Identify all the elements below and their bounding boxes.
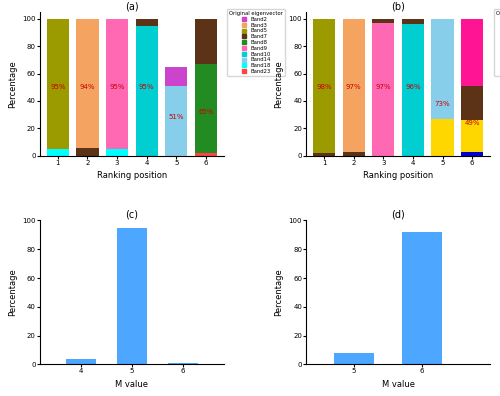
Bar — [461, 19, 483, 86]
Text: 95%: 95% — [139, 84, 154, 90]
X-axis label: Ranking position: Ranking position — [363, 171, 434, 181]
Title: (a): (a) — [125, 1, 138, 11]
Bar — [76, 19, 98, 148]
Bar — [116, 228, 147, 364]
Text: 97%: 97% — [376, 84, 391, 90]
Y-axis label: Percentage: Percentage — [8, 60, 17, 108]
Bar — [402, 19, 424, 24]
Bar — [106, 19, 128, 149]
Legend: Band2, Band3, Band5, Band7, Band8, Band9, Band10, Band14, Band18, Band23: Band2, Band3, Band5, Band7, Band8, Band9… — [228, 9, 286, 76]
Bar — [165, 67, 188, 86]
Bar — [313, 153, 335, 156]
Text: 73%: 73% — [435, 101, 450, 107]
Bar — [432, 19, 454, 119]
Y-axis label: Percentage: Percentage — [274, 60, 283, 108]
Legend: Band2, Band3, Band5, Band7, Band9, Band10, Band12, Band13, Band14, Band15: Band2, Band3, Band5, Band7, Band9, Band1… — [494, 9, 500, 76]
Bar — [313, 19, 335, 153]
Bar — [66, 358, 96, 364]
Text: 97%: 97% — [346, 84, 362, 90]
X-axis label: M value: M value — [382, 380, 414, 389]
Y-axis label: Percentage: Percentage — [8, 268, 17, 316]
Bar — [432, 119, 454, 156]
Bar — [195, 19, 217, 64]
Text: 65%: 65% — [198, 109, 214, 115]
Bar — [46, 149, 69, 156]
Bar — [46, 19, 69, 149]
Bar — [106, 149, 128, 156]
Bar — [342, 19, 365, 152]
Bar — [461, 152, 483, 156]
Text: 94%: 94% — [80, 84, 95, 90]
Y-axis label: Percentage: Percentage — [274, 268, 283, 316]
Title: (b): (b) — [391, 1, 405, 11]
Text: 95%: 95% — [50, 84, 66, 90]
X-axis label: M value: M value — [116, 380, 148, 389]
Bar — [372, 23, 394, 156]
Text: 51%: 51% — [168, 114, 184, 120]
Bar — [342, 152, 365, 156]
Bar — [136, 19, 158, 26]
Bar — [334, 353, 374, 364]
Bar — [402, 232, 442, 364]
Bar — [195, 64, 217, 153]
Bar — [195, 153, 217, 156]
Bar — [461, 120, 483, 152]
Bar — [461, 86, 483, 120]
Bar — [136, 26, 158, 156]
Title: (d): (d) — [392, 210, 405, 220]
Text: 95%: 95% — [110, 84, 125, 90]
Title: (c): (c) — [126, 210, 138, 220]
Text: 49%: 49% — [464, 120, 480, 126]
Bar — [372, 19, 394, 23]
Text: 98%: 98% — [316, 84, 332, 90]
Text: 96%: 96% — [405, 84, 421, 90]
X-axis label: Ranking position: Ranking position — [96, 171, 167, 181]
Bar — [402, 24, 424, 156]
Bar — [76, 148, 98, 156]
Bar — [165, 86, 188, 156]
Bar — [168, 363, 198, 364]
